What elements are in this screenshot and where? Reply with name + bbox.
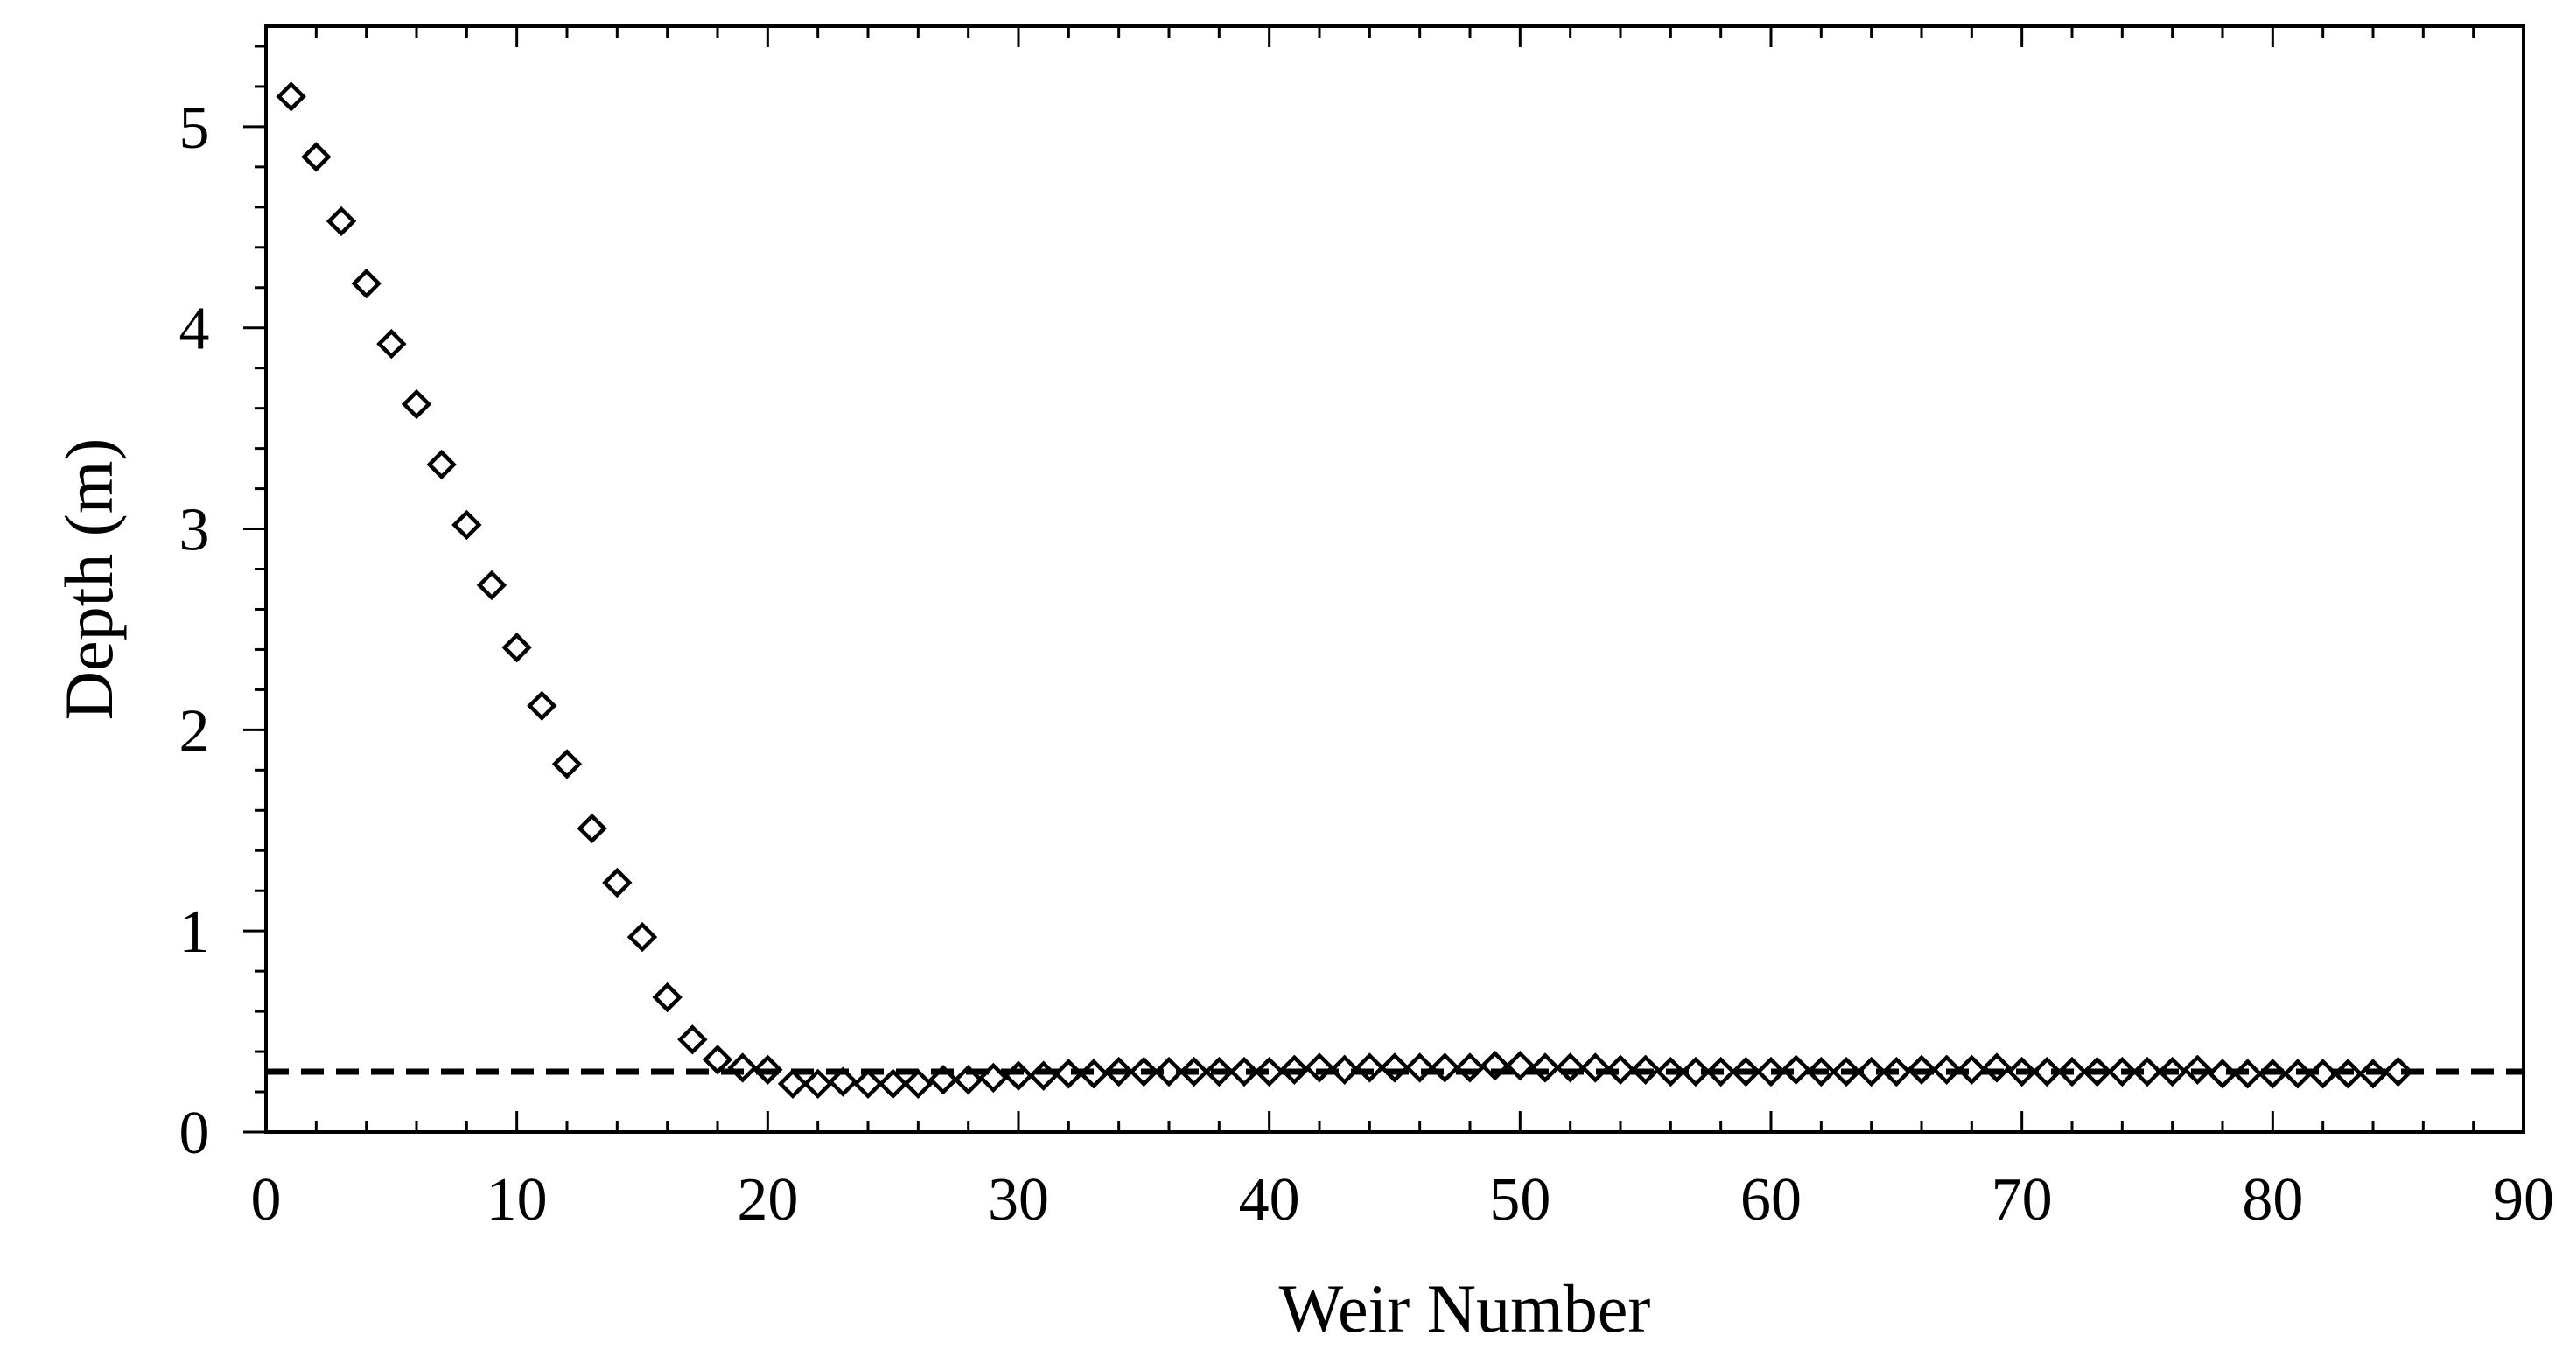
data-point-diamond [301,142,332,172]
data-point-diamond [1605,1054,1636,1085]
data-point-diamond [1454,1052,1486,1083]
data-point-diamond [652,982,682,1013]
x-tick-label: 90 [2493,1166,2554,1234]
data-point-diamond [727,1052,758,1083]
data-point-diamond [1254,1056,1284,1087]
plot-area-frame [264,24,2525,1134]
data-point-diamond [426,449,457,480]
data-point-diamond [626,921,658,953]
y-tick-label: 4 [179,296,210,363]
axis-ticks [243,26,2525,1134]
y-tick-label: 0 [179,1100,210,1167]
data-point-diamond [1028,1060,1059,1091]
data-point-diamond [1956,1054,1987,1085]
data-point-diamond [677,1024,708,1055]
data-point-diamond [1680,1056,1712,1087]
x-tick-label: 40 [1239,1166,1300,1234]
y-axis-title: Depth (m) [51,438,127,721]
data-point-diamond [878,1068,908,1100]
x-tick-label: 30 [988,1166,1049,1234]
data-point-diamond [802,1068,833,1100]
data-point-diamond [452,509,482,541]
data-point-diamond [276,81,306,112]
data-point-diamond [351,268,382,299]
data-point-diamond [1530,1052,1561,1083]
x-tick-label: 60 [1740,1166,1802,1234]
data-point-diamond [2383,1056,2413,1087]
x-axis-title: Weir Number [1279,1270,1651,1346]
data-point-diamond [527,690,557,721]
data-point-diamond [1354,1052,1385,1083]
data-point-diamond [1430,1052,1460,1083]
data-point-diamond [602,867,633,898]
data-point-diamond [828,1066,858,1097]
data-point-diamond [1304,1052,1335,1083]
data-point-diamond [577,813,607,844]
data-point-diamond [2132,1056,2163,1087]
data-point-diamond [903,1068,934,1100]
data-point-diamond [702,1045,733,1075]
data-point-diamond [2032,1056,2062,1087]
data-point-diamond [1856,1056,1886,1087]
data-point-diamond [1228,1056,1260,1087]
data-point-diamond [1404,1052,1435,1083]
data-point-diamond [476,570,508,601]
y-tick-label: 1 [179,898,210,966]
data-point-diamond [1003,1060,1034,1091]
data-point-diamond [326,206,357,237]
y-tick-labels: 0 1 2 3 4 5 [179,94,210,1167]
data-point-diamond [1153,1056,1185,1087]
x-tick-label: 20 [737,1166,798,1234]
x-tick-label: 70 [1992,1166,2053,1234]
x-tick-label: 50 [1489,1166,1550,1234]
x-tick-label: 10 [486,1166,548,1234]
data-point-diamond [376,328,407,360]
data-point-diamond [852,1068,884,1100]
y-tick-label: 5 [179,94,210,162]
x-tick-label: 0 [251,1166,282,1234]
data-point-diamond [551,749,583,779]
data-markers [276,81,2413,1100]
data-point-diamond [1555,1052,1586,1083]
data-point-diamond [501,632,532,663]
data-point-diamond [1379,1052,1410,1083]
data-point-diamond [401,388,432,420]
data-point-diamond [1781,1054,1811,1085]
data-point-diamond [1981,1052,2012,1083]
data-point-diamond [1580,1052,1611,1083]
y-tick-label: 3 [179,497,210,564]
y-tick-label: 2 [179,697,210,765]
data-point-diamond [777,1068,808,1100]
x-tick-labels: 0 10 20 30 40 50 60 70 80 90 [251,1166,2555,1234]
x-tick-label: 80 [2242,1166,2303,1234]
data-point-diamond [1329,1054,1360,1085]
